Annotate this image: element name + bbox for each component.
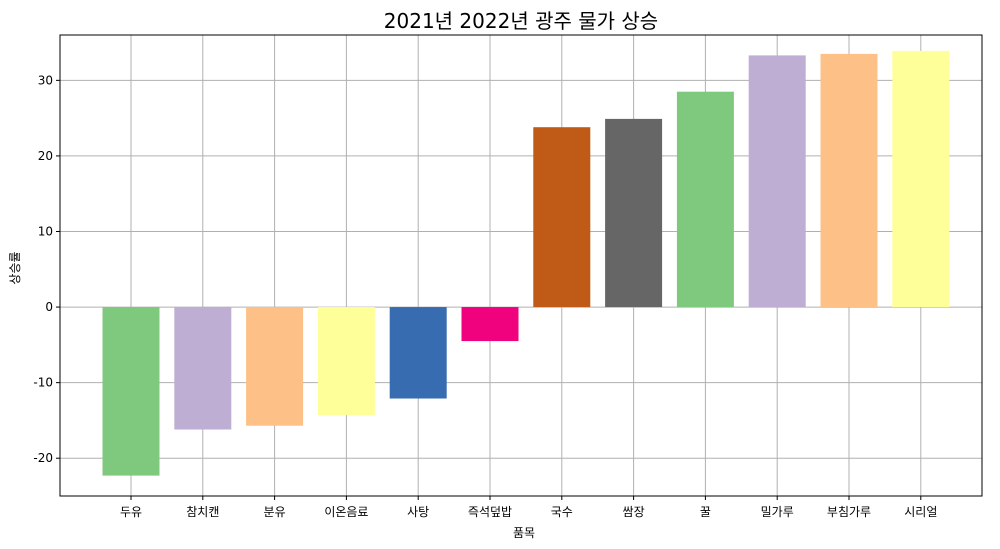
- y-tick-label: 10: [38, 224, 53, 238]
- bar-1: [102, 307, 160, 476]
- y-tick-label: 20: [38, 149, 53, 163]
- bars: [102, 50, 950, 476]
- y-tick-label: 30: [38, 73, 53, 87]
- bar-10: [748, 55, 806, 308]
- x-tick-label: 쌈장: [623, 505, 645, 519]
- chart-title: 2021년 2022년 광주 물가 상승: [384, 9, 658, 33]
- y-tick-label: 0: [45, 300, 53, 314]
- bar-7: [533, 127, 591, 308]
- x-tick-label: 이온음료: [324, 505, 368, 519]
- x-tick-label: 즉석덮밥: [468, 505, 512, 519]
- bar-2: [174, 307, 232, 430]
- x-tick-label: 꿀: [700, 505, 711, 519]
- x-tick-label: 참치캔: [186, 505, 219, 519]
- bar-11: [820, 53, 878, 308]
- x-axis-ticks: 두유 참치캔 분유 이온음료 사탕 즉석덮밥 국수 쌈장 꿀 밀가루 부침가루 시리얼: [120, 496, 937, 519]
- x-tick-label: 사탕: [407, 505, 429, 519]
- x-tick-label: 국수: [551, 505, 573, 519]
- x-tick-label: 밀가루: [761, 505, 794, 519]
- bar-8: [605, 118, 663, 308]
- bar-3: [246, 307, 304, 426]
- bar-6: [461, 307, 519, 342]
- y-tick-label: -20: [33, 451, 53, 465]
- bar-9: [676, 91, 734, 308]
- bar-4: [317, 307, 375, 416]
- plot-frame: [59, 34, 983, 497]
- x-tick-label: 분유: [264, 505, 286, 519]
- bar-5: [389, 307, 447, 399]
- y-axis-ticks: -20 -10 0 10 20 30: [33, 73, 60, 465]
- x-tick-label: 시리얼: [904, 505, 937, 519]
- x-axis-label: 품목: [513, 526, 535, 540]
- x-tick-label: 부침가루: [827, 505, 871, 519]
- y-tick-label: -10: [33, 376, 53, 390]
- x-tick-label: 두유: [120, 505, 142, 519]
- bar-12: [892, 50, 950, 308]
- y-axis-label: 상승률: [8, 251, 22, 284]
